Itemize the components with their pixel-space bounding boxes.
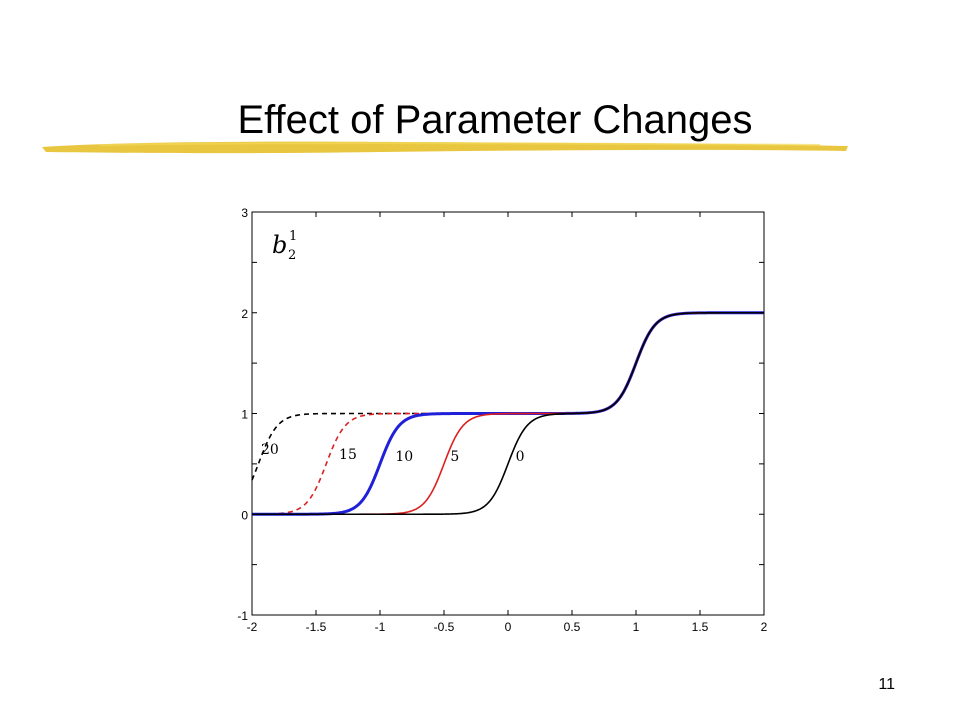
tick-labels: -2 -1.5 -1 -0.5 0 0.5 1 1.5 2 -1 0 1 2 3	[237, 206, 767, 634]
x-tick-label: -2	[247, 620, 258, 634]
tick-marks	[251, 211, 765, 616]
series-line-20	[251, 311, 764, 481]
brushstroke-highlight	[99, 142, 821, 146]
page-number: 11	[878, 676, 895, 693]
y-tick-label: 0	[241, 508, 248, 522]
series-label-5: 5	[450, 449, 459, 465]
x-tick-label: 1.5	[692, 620, 709, 634]
x-tick-label: 2	[761, 620, 768, 634]
series-label-15: 15	[339, 447, 357, 463]
line-chart: -2 -1.5 -1 -0.5 0 0.5 1 1.5 2 -1 0 1 2 3 20 15 10 5 0 b 1…	[237, 206, 767, 634]
x-tick-label: -0.5	[434, 620, 455, 634]
series-labels: 20 15 10 5 0	[261, 442, 525, 465]
y-tick-label: 2	[241, 307, 248, 321]
y-tick-label: -1	[237, 609, 248, 623]
slide-title: Effect of Parameter Changes	[237, 98, 753, 142]
x-tick-label: 0	[505, 620, 512, 634]
y-tick-label: 3	[241, 206, 248, 220]
series-line-0	[252, 311, 764, 516]
title-underline-brushstroke	[42, 141, 848, 154]
curve-annotation-base: b	[272, 231, 287, 259]
x-tick-label: 0.5	[564, 620, 581, 634]
series-label-10: 10	[395, 449, 413, 465]
series-lines	[251, 311, 764, 516]
series-label-0: 0	[516, 449, 525, 465]
curve-annotation-subscript: 2	[288, 248, 296, 263]
x-tick-label: -1.5	[306, 620, 327, 634]
x-tick-label: 1	[633, 620, 640, 634]
series-label-20: 20	[261, 442, 279, 458]
y-tick-label: 1	[241, 408, 248, 422]
series-line-5	[252, 311, 764, 516]
x-tick-label: -1	[375, 620, 386, 634]
curve-annotation-superscript: 1	[289, 229, 297, 244]
